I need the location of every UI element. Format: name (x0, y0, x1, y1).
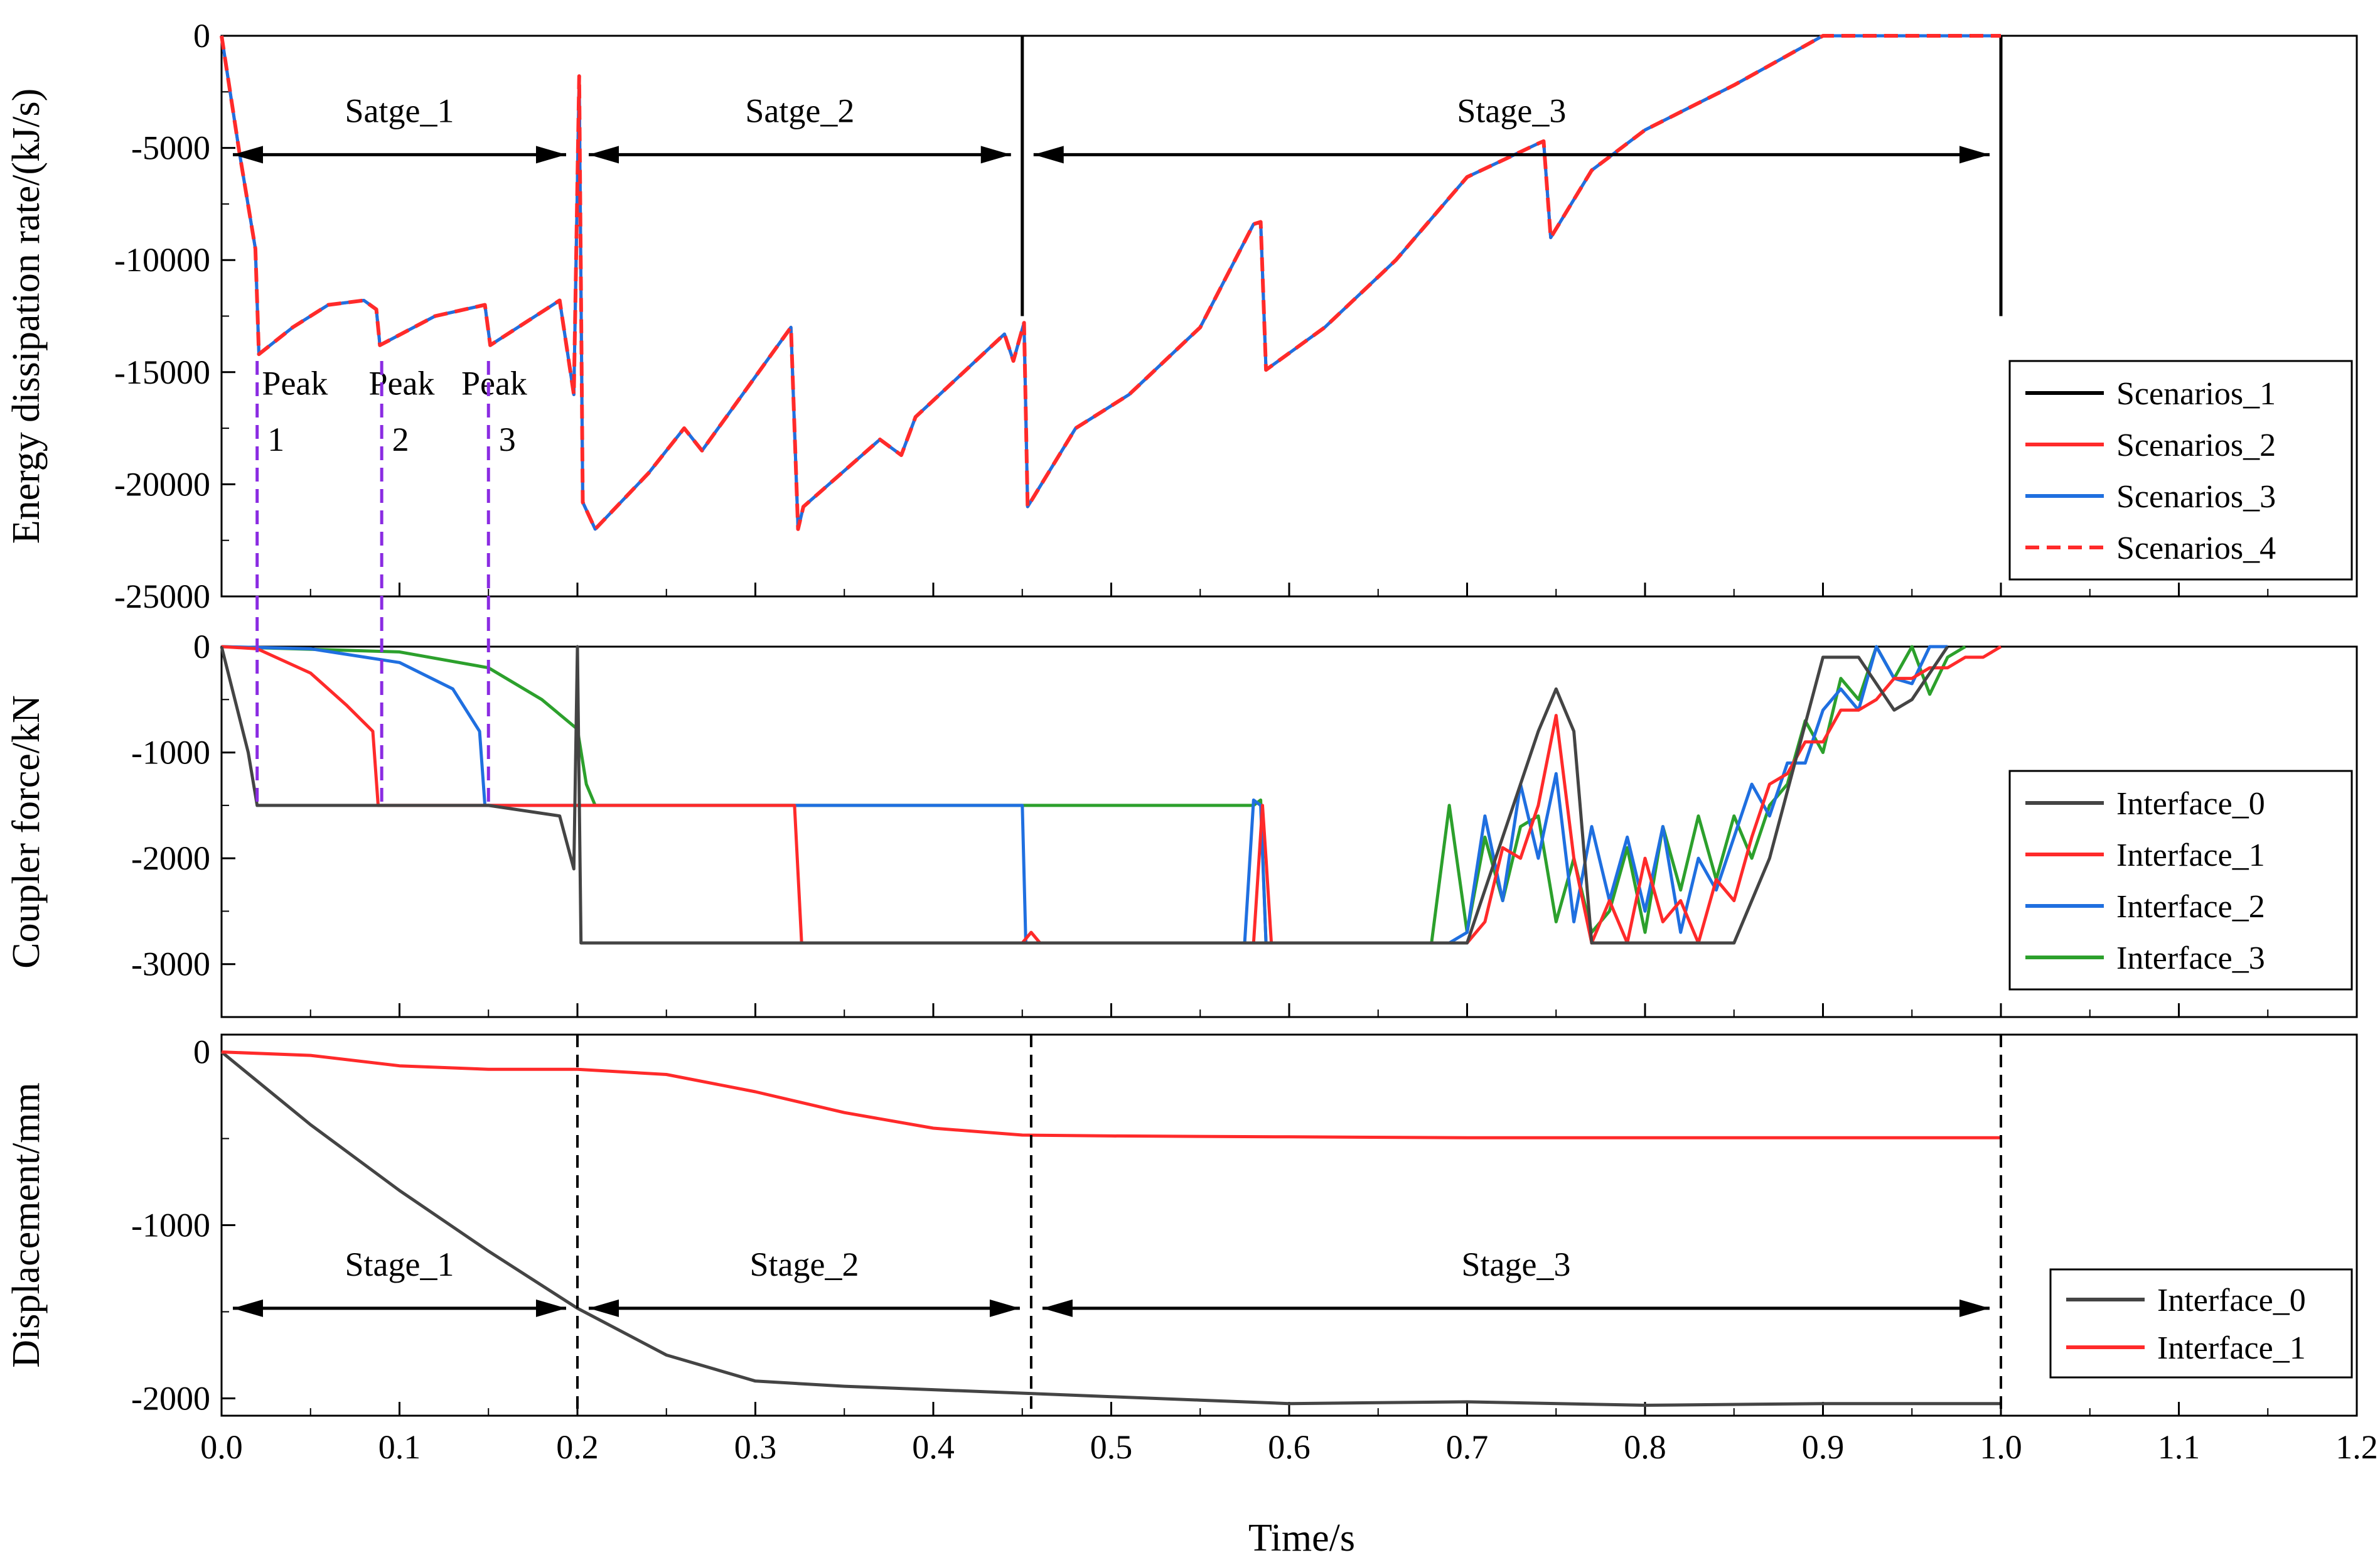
legend-box (2008, 360, 2353, 581)
stage-label: Stage_2 (749, 1246, 859, 1283)
series-interface_1 (221, 1050, 2001, 1139)
y-tick-label: -5000 (131, 129, 210, 167)
legend-box (2008, 770, 2353, 991)
stage-arrow-head (536, 146, 566, 164)
x-tick-label: 0.0 (200, 1428, 243, 1466)
x-tick-label: 0.6 (1268, 1428, 1311, 1466)
x-tick-label: 0.7 (1446, 1428, 1489, 1466)
legend-label: Scenarios_4 (2116, 530, 2276, 566)
y-tick-label: -15000 (114, 353, 210, 391)
peak-label: Peak (461, 365, 527, 402)
legend-label: Scenarios_3 (2116, 479, 2276, 515)
x-tick-label: 0.2 (556, 1428, 599, 1466)
legend-label: Interface_1 (2116, 837, 2265, 873)
stage-arrow-head (989, 1299, 1020, 1317)
legend-label: Interface_1 (2157, 1330, 2306, 1366)
y-tick-label: -2000 (131, 1379, 210, 1417)
x-axis-label: Time/s (1248, 1517, 1355, 1559)
stage-arrow-head (233, 1299, 263, 1317)
y-tick-label: -10000 (114, 241, 210, 279)
x-tick-label: 0.4 (912, 1428, 955, 1466)
legend-label: Interface_0 (2116, 786, 2265, 822)
legend-label: Scenarios_1 (2116, 376, 2276, 412)
y-tick-label: 0 (193, 628, 210, 665)
plot-frame (220, 1033, 2358, 1417)
x-tick-label: 1.2 (2335, 1428, 2378, 1466)
stage-arrow-head (589, 1299, 619, 1317)
series-interface_2 (221, 645, 1948, 945)
series-interface_1 (221, 645, 2002, 945)
y-tick-label: -3000 (131, 945, 210, 983)
x-tick-label: 0.8 (1624, 1428, 1666, 1466)
legend-label: Scenarios_2 (2116, 428, 2276, 463)
x-tick-label: 0.5 (1090, 1428, 1133, 1466)
legend-box (2049, 1268, 2353, 1379)
peak-label-number: 1 (267, 421, 284, 458)
y-axis-label: Energy dissipation rate/(kJ/s) (5, 89, 48, 544)
x-tick-label: 1.0 (1980, 1428, 2022, 1466)
x-tick-label: 0.3 (734, 1428, 777, 1466)
series-interface_0 (220, 645, 1949, 945)
peak-label: Peak (262, 365, 328, 402)
legend-label: Interface_0 (2157, 1283, 2306, 1318)
legend-label: Interface_3 (2116, 940, 2265, 976)
stage-arrow-head (1033, 146, 1064, 164)
x-tick-label: 0.1 (378, 1428, 421, 1466)
stage-arrow-head (589, 146, 619, 164)
series-scenarios_4 (220, 34, 2001, 531)
coupler-force-panel: 0 -1000 -2000 -3000 Coupler force/kN Interfac… (5, 628, 2358, 1018)
stage-arrow-head (980, 146, 1011, 164)
displacement-panel: 0 -1000 -2000 0.0 0.1 0.2 0.3 0.4 0.5 0.6 0.7 0.8 0.… (5, 1033, 2378, 1466)
peak-label-number: 3 (499, 421, 516, 458)
y-tick-label: -1000 (131, 1207, 210, 1244)
y-tick-label: -2000 (131, 839, 210, 877)
stage-label: Satge_1 (345, 92, 454, 129)
stage-label: Stage_3 (1461, 1246, 1570, 1283)
series-scenarios_1 (1021, 36, 2003, 316)
stage-label: Stage_1 (345, 1246, 454, 1283)
x-tick-label: 0.9 (1802, 1428, 1845, 1466)
peak-label-number: 2 (392, 421, 409, 458)
stage-arrow-head (1959, 146, 1990, 164)
x-tick-label: 1.1 (2158, 1428, 2200, 1466)
y-axis-label: Coupler force/kN (5, 695, 48, 969)
y-tick-label: -1000 (131, 734, 210, 772)
stage-arrow-head (233, 146, 263, 164)
peak-label: Peak (369, 365, 435, 402)
series-interface_0 (220, 1050, 2001, 1407)
y-tick-label: 0 (193, 1033, 210, 1071)
stage-arrow-head (1042, 1299, 1073, 1317)
series-interface_3 (221, 645, 1966, 945)
legend-label: Interface_2 (2116, 889, 2265, 925)
stage-label: Satge_2 (745, 92, 854, 129)
y-tick-label: -25000 (114, 578, 210, 615)
stage-label: Stage_3 (1457, 92, 1566, 129)
energy-dissipation-panel: 0 -5000 -10000 -15000 -20000 -25000 Energy dis… (5, 17, 2358, 615)
y-tick-label: -20000 (114, 465, 210, 503)
stage-arrow-head (1959, 1299, 1990, 1317)
y-tick-label: 0 (193, 17, 210, 55)
stage-arrow-head (536, 1299, 566, 1317)
y-axis-label: Displacement/mm (5, 1082, 48, 1368)
